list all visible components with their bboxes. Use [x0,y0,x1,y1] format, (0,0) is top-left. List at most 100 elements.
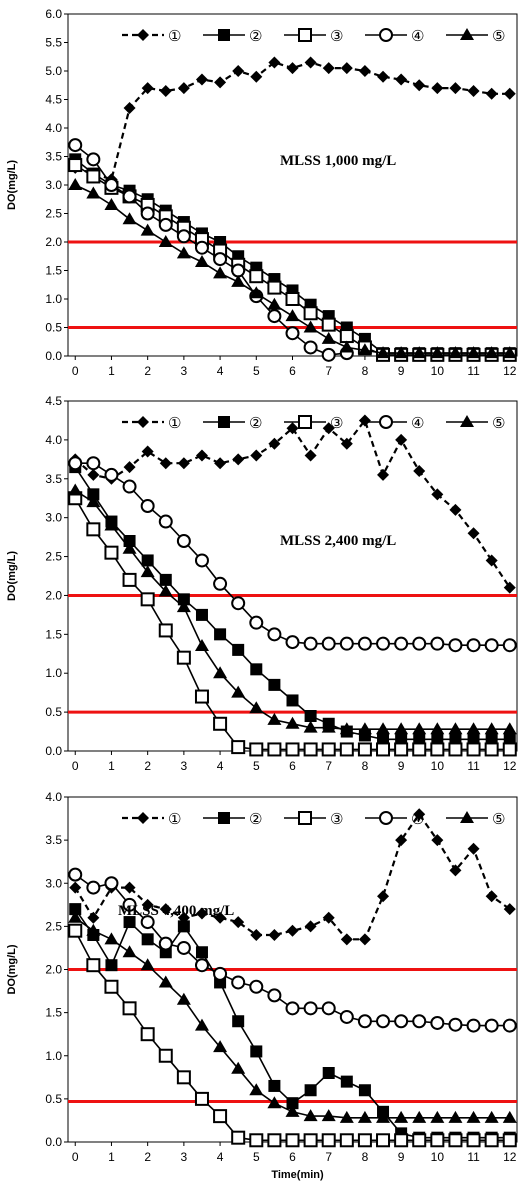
data-point [122,189,137,204]
data-point [176,534,191,548]
data-point [194,689,209,704]
data-point [466,638,481,653]
data-point [250,929,263,941]
data-point [485,554,498,567]
mlss-annotation: MLSS 4,400 mg/L [118,903,234,919]
data-point [213,716,228,731]
data-point [176,229,191,244]
series-4 [68,867,517,1033]
data-point [502,722,517,735]
data-point [214,628,227,641]
data-point [195,907,208,920]
x-tick-label: 0 [72,759,79,773]
data-point [122,945,137,958]
data-point [250,1045,263,1058]
data-point [68,867,83,882]
data-point [218,812,230,824]
data-point [460,811,474,823]
data-point [467,842,480,855]
y-tick-label: 3.5 [45,472,62,486]
data-point [321,347,336,362]
data-point [285,1001,300,1016]
data-point [412,636,427,651]
data-point [104,545,119,560]
data-point [159,903,172,916]
x-tick-label: 4 [217,759,224,773]
data-point [377,70,390,83]
data-point [430,1110,445,1123]
data-point [86,456,101,471]
data-point [395,433,408,446]
data-point [298,28,312,42]
data-point [485,733,498,746]
y-tick-label: 0.0 [45,1135,62,1149]
data-point [303,636,318,651]
data-point [339,742,354,757]
data-point [194,1018,209,1031]
data-point [376,1110,391,1123]
y-tick-label: 6.0 [45,7,62,21]
data-point [218,416,230,428]
data-point [394,742,409,757]
y-tick-label: 3.5 [45,833,62,847]
data-point [285,1133,300,1148]
data-point [339,340,354,353]
x-tick-label: 5 [253,1150,260,1164]
data-point [194,958,209,973]
data-point [285,292,300,306]
series-4 [68,456,517,653]
data-point [285,326,300,341]
y-tick-label: 2.0 [45,588,62,602]
data-point [322,1067,335,1079]
data-point [250,70,263,83]
y-tick-label: 1.5 [45,1006,62,1020]
x-tick-label: 6 [289,1150,296,1164]
data-point [232,916,245,929]
data-point [218,29,230,41]
data-point [140,565,155,578]
data-point [303,1001,318,1016]
legend-label: ④ [411,27,424,45]
data-point [467,84,480,97]
series-line [75,462,510,647]
data-point [194,639,209,651]
data-point [502,638,517,653]
y-tick-label: 4.5 [45,93,62,107]
legend-label: ③ [330,810,343,828]
data-point [431,834,444,847]
data-point [303,742,318,757]
data-point [231,596,246,611]
data-point [448,722,463,735]
data-point [485,890,498,903]
chart-panel-3: 0.00.51.01.52.02.53.03.54.00 1 2 3 4 5 6 7 8 9 10 1… [6,790,518,1181]
data-point [159,84,172,97]
data-point [394,722,409,735]
data-point [122,479,137,494]
data-point [448,638,463,653]
data-point [376,1014,391,1029]
data-point [231,1130,246,1145]
series-3 [68,491,517,757]
series-5 [68,178,517,359]
legend: ① ② ③ ④ ⑤ [122,810,505,828]
x-tick-label: 10 [431,1150,445,1164]
x-tick-label: 3 [181,759,188,773]
data-point [502,1133,517,1148]
data-point [304,1084,317,1097]
data-point [377,468,390,481]
data-point [322,422,335,435]
data-point [339,1110,354,1123]
x-tick-label: 11 [467,759,480,773]
data-point [466,1018,481,1033]
data-point [231,274,246,287]
data-point [213,666,228,679]
data-point [68,910,83,923]
data-point [304,449,317,462]
data-point [249,701,264,714]
legend-label: ⑤ [492,810,505,828]
data-point [502,742,517,757]
y-axis-title: DO(mg/L) [6,944,18,994]
y-tick-label: 0.5 [45,1092,62,1106]
data-point [141,554,154,567]
data-point [303,320,318,333]
